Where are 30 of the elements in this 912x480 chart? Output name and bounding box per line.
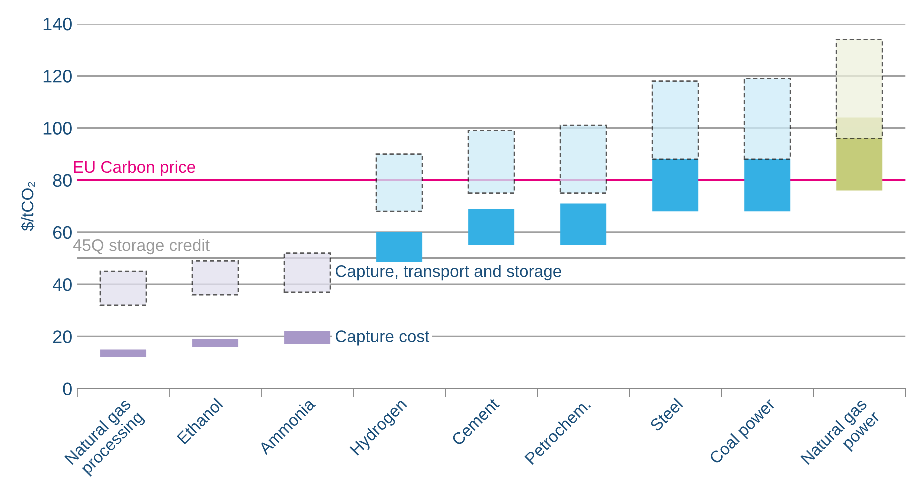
bar xyxy=(100,270,148,306)
bar xyxy=(100,350,147,358)
bar xyxy=(560,204,607,246)
bar xyxy=(560,124,608,194)
y-axis-title: $/tCO₂ xyxy=(21,182,35,232)
y-tick-label: 20 xyxy=(53,330,72,344)
bar xyxy=(836,38,884,140)
bar xyxy=(468,209,515,246)
y-tick-label: 40 xyxy=(52,278,72,292)
bar xyxy=(284,331,331,345)
y-tick-label: 80 xyxy=(53,174,72,188)
bar xyxy=(192,339,239,348)
series-label: Capture, transport and storage xyxy=(336,265,562,281)
series-label: Capture cost xyxy=(336,330,430,346)
y-tick-label: 60 xyxy=(53,226,72,240)
bar xyxy=(744,78,792,160)
y-tick-label: 100 xyxy=(44,122,72,135)
y-tick-label: 0 xyxy=(63,382,72,396)
y-tick-label: 140 xyxy=(44,18,72,31)
ref-line-label: 45Q storage credit xyxy=(73,239,210,255)
y-tick-label: 120 xyxy=(44,70,72,83)
bar xyxy=(652,159,699,212)
bar xyxy=(192,260,240,296)
bar xyxy=(376,232,423,264)
bar xyxy=(284,252,332,294)
bar xyxy=(744,159,791,212)
bar xyxy=(652,80,700,160)
ref-line-label: EU Carbon price xyxy=(74,160,196,176)
bar xyxy=(468,130,516,194)
bar xyxy=(376,154,424,212)
